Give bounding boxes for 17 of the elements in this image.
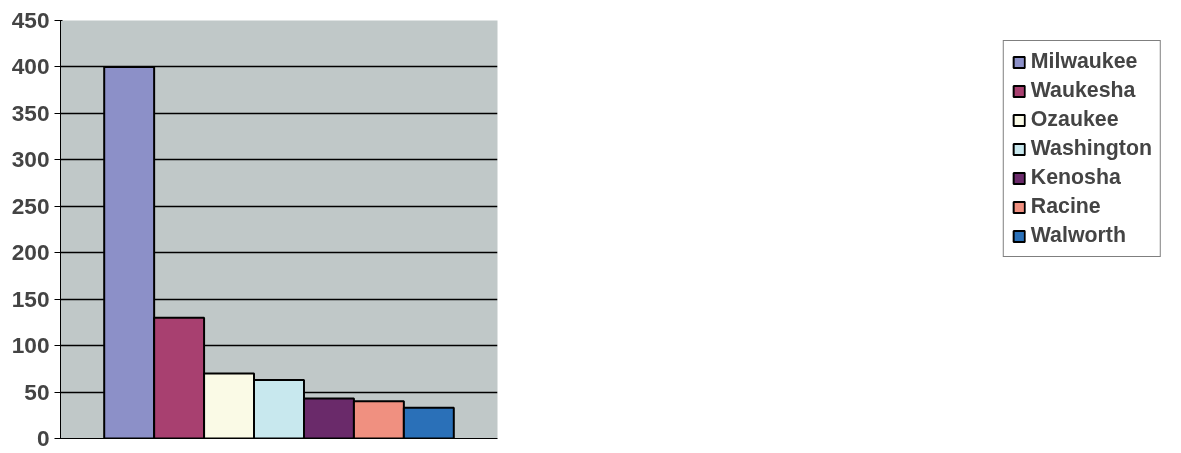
legend-label: Kenosha [1030,165,1121,190]
y-tick-label: 450 [11,7,50,33]
legend-label: Walworth [1030,223,1126,248]
legend-label: Washington [1030,136,1152,161]
y-tick-label: 50 [24,378,50,405]
y-tick-label: 300 [11,146,50,173]
y-tick-label: 350 [11,99,50,126]
y-tick-label: 150 [11,285,50,312]
y-tick-label: 250 [11,192,50,219]
y-tick-label: 0 [36,425,50,451]
legend-label: Waukesha [1030,78,1136,103]
legend-label: Racine [1030,194,1101,219]
legend-label: Ozaukee [1030,107,1119,132]
y-tick-label: 400 [11,53,50,80]
y-tick-label: 200 [11,239,50,266]
legend-label: Milwaukee [1030,49,1138,74]
y-tick-label: 100 [11,332,50,359]
